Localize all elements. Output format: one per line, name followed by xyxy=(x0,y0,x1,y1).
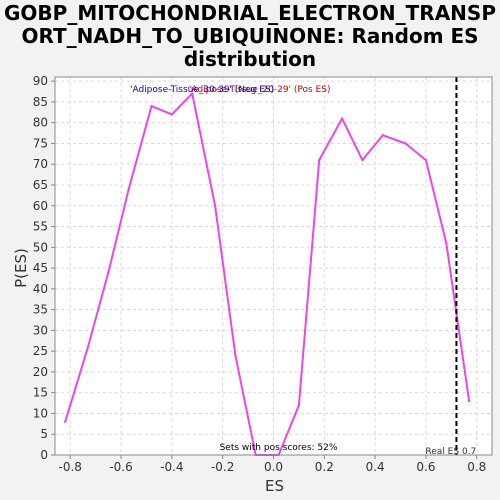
chart-title: GOBP_MITOCHONDRIAL_ELECTRON_TRANSP ORT_N… xyxy=(0,2,500,71)
y-tick-label: 25 xyxy=(33,344,48,358)
y-tick-label: 45 xyxy=(33,261,48,275)
chart-title-line-1: GOBP_MITOCHONDRIAL_ELECTRON_TRANSP xyxy=(4,1,496,25)
chart-title-line-3: distribution xyxy=(183,47,317,71)
chart-title-line-2: ORT_NADH_TO_UBIQUINONE: Random ES xyxy=(21,24,479,48)
y-tick-label: 55 xyxy=(33,220,48,234)
x-axis-ticks: -0.8 -0.6 -0.4 -0.2 0.0 0.2 0.4 0.6 0.8 xyxy=(59,455,486,474)
data-point xyxy=(467,399,471,403)
y-tick-label: 60 xyxy=(33,199,48,213)
y-tick-label: 70 xyxy=(33,157,48,171)
data-point xyxy=(424,158,428,162)
legend: 'Adipose-Tissue_20-29' (Pos ES) 'Adipose… xyxy=(130,85,330,95)
data-point xyxy=(63,420,67,423)
y-tick-label: 50 xyxy=(33,240,48,254)
x-tick-label: 0.0 xyxy=(264,460,283,474)
y-tick-label: 15 xyxy=(33,386,48,400)
x-tick-label: 0.6 xyxy=(416,460,435,474)
data-point xyxy=(340,117,344,120)
x-tick-label: -0.6 xyxy=(109,460,132,474)
x-tick-label: 0.2 xyxy=(315,460,334,474)
sets-with-pos-annotation: Sets with pos scores: 52% xyxy=(220,443,338,453)
grid-lines xyxy=(55,77,492,456)
y-tick-label: 35 xyxy=(33,303,48,317)
x-tick-label: 0.4 xyxy=(366,460,385,474)
y-axis-ticks: 0 5 10 15 20 25 30 35 40 45 50 55 60 65 70 75 80 85 90 xyxy=(33,74,55,462)
real-es-label: Real ES 0.7 xyxy=(425,447,476,457)
plot-frame xyxy=(54,76,493,456)
x-tick-label: -0.4 xyxy=(160,460,183,474)
data-point xyxy=(170,113,174,116)
data-point xyxy=(190,92,194,95)
y-axis-label: P(ES) xyxy=(12,248,30,288)
x-tick-label: 0.8 xyxy=(467,460,486,474)
y-tick-label: 20 xyxy=(33,365,48,379)
y-tick-label: 30 xyxy=(33,323,48,337)
y-tick-label: 5 xyxy=(40,427,48,441)
y-tick-label: 40 xyxy=(33,282,48,296)
y-tick-label: 10 xyxy=(33,406,48,420)
x-tick-label: -0.8 xyxy=(59,460,82,474)
y-tick-label: 85 xyxy=(33,95,48,109)
data-point xyxy=(234,354,237,357)
x-tick-label: -0.2 xyxy=(211,460,234,474)
data-point xyxy=(107,271,110,274)
data-point xyxy=(404,142,407,145)
data-point xyxy=(297,403,301,407)
data-point xyxy=(361,158,364,162)
y-tick-label: 0 xyxy=(40,448,48,462)
y-tick-label: 65 xyxy=(33,178,48,192)
data-point xyxy=(150,104,153,108)
x-axis-label: ES xyxy=(265,477,284,495)
data-point xyxy=(127,187,130,191)
data-point xyxy=(318,158,321,162)
data-point xyxy=(86,345,90,349)
data-point xyxy=(381,133,384,137)
data-point xyxy=(213,204,217,207)
y-tick-label: 80 xyxy=(33,116,48,130)
y-tick-label: 75 xyxy=(33,136,48,150)
data-point xyxy=(445,241,448,245)
y-tick-label: 90 xyxy=(33,74,48,88)
legend-pos-label: 'Adipose-Tissue_20-29' (Pos ES) xyxy=(189,85,330,95)
legend-neg-label: 'Adipose-Tissue_30-39' (Neg ES) xyxy=(130,85,274,95)
